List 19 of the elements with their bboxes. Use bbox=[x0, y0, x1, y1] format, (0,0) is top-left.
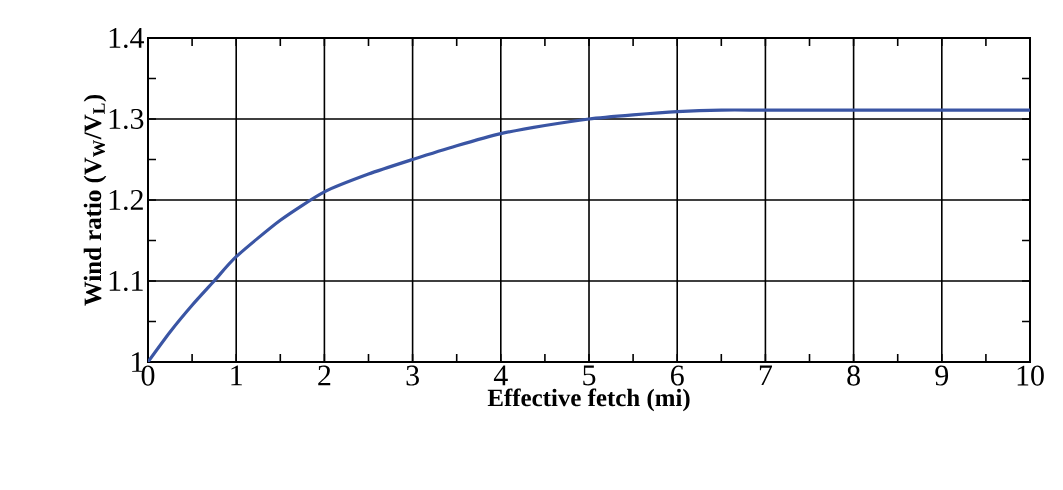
y-tick-label: 1.2 bbox=[109, 189, 143, 211]
x-tick-label: 0 bbox=[141, 365, 155, 386]
x-tick-label: 10 bbox=[1017, 365, 1044, 386]
line-series bbox=[148, 108, 1031, 362]
x-tick-label: 7 bbox=[759, 365, 773, 386]
x-tick-label: 8 bbox=[847, 365, 860, 386]
x-tick-label: 5 bbox=[583, 365, 596, 386]
y-tick-label: 1 bbox=[132, 352, 143, 372]
x-tick-label: 3 bbox=[406, 365, 419, 386]
x-tick-label: 4 bbox=[493, 365, 508, 386]
x-tick-label: 1 bbox=[231, 365, 242, 386]
x-axis-title: Effective fetch (mi) bbox=[487, 388, 690, 412]
x-tick-label: 6 bbox=[671, 365, 684, 386]
y-tick-label: 1.1 bbox=[109, 270, 143, 292]
y-axis-title: Wind ratio (V$_{W}$/V$_{L}$) bbox=[83, 94, 107, 306]
y-tick-label: 1.3 bbox=[109, 108, 144, 130]
y-tick-label: 1.4 bbox=[109, 27, 145, 49]
x-tick-label: 2 bbox=[318, 365, 331, 386]
x-tick-label: 9 bbox=[935, 365, 949, 386]
